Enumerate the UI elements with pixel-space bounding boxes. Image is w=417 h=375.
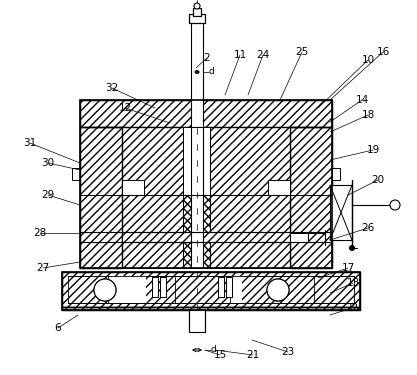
Text: 25: 25 [295,47,309,57]
Bar [68,276,108,303]
Bar [160,277,166,297]
Text: 22: 22 [345,303,359,313]
Bar [193,8,201,16]
Text: 21: 21 [246,350,260,360]
Bar [226,277,232,297]
Bar [314,276,354,303]
Bar [122,232,290,242]
Bar [218,277,224,297]
Bar [175,276,230,303]
Bar [122,232,290,242]
Bar [191,20,203,127]
Bar [62,307,360,310]
Bar [62,307,360,310]
Text: 16: 16 [377,47,389,57]
Text: 23: 23 [281,347,295,357]
Bar [98,276,146,303]
Bar [290,127,332,268]
Text: 11: 11 [234,50,246,60]
Bar [189,310,205,332]
Bar [210,195,290,268]
Circle shape [194,3,200,9]
Bar [68,276,98,303]
Bar [183,195,210,268]
Bar [152,277,158,297]
Bar [72,168,80,180]
Text: 30: 30 [41,158,55,168]
Text: 29: 29 [41,190,55,200]
Bar [62,272,360,307]
Bar [80,100,332,127]
Bar [80,127,122,268]
Text: 32: 32 [106,83,118,93]
Bar [290,127,332,268]
Text: 20: 20 [372,175,384,185]
Circle shape [267,279,289,301]
Bar [226,277,232,297]
Circle shape [349,246,354,250]
Text: 14: 14 [355,95,369,105]
Bar [218,277,224,297]
Bar [290,233,308,242]
Bar [122,180,144,195]
Text: 27: 27 [36,263,50,273]
Bar [324,276,354,303]
Bar [189,14,205,23]
Bar [290,233,308,242]
Bar [68,276,354,303]
Bar [183,195,210,268]
Bar [183,127,210,195]
Circle shape [390,200,400,210]
Circle shape [267,279,289,301]
Text: 13: 13 [347,278,359,288]
Text: 10: 10 [362,55,374,65]
Bar [122,195,183,268]
Bar [194,276,242,303]
Text: d: d [210,345,216,354]
Text: 2: 2 [203,53,210,63]
Bar [80,100,332,127]
Text: 26: 26 [362,223,374,233]
Text: 17: 17 [342,263,354,273]
Text: 6: 6 [55,323,61,333]
Text: d: d [208,68,214,76]
Bar [122,127,183,195]
Bar [183,195,210,268]
Bar [152,277,158,297]
Bar [210,195,290,268]
Bar [268,180,290,195]
Text: 18: 18 [362,110,374,120]
Bar [122,127,183,195]
Bar [62,272,360,307]
Bar [122,195,183,268]
Text: 31: 31 [23,138,37,148]
Text: 19: 19 [367,145,379,155]
Bar [330,185,352,240]
Circle shape [94,279,116,301]
Text: 28: 28 [33,228,47,238]
Text: 24: 24 [256,50,270,60]
Circle shape [94,279,116,301]
Bar [62,272,360,310]
Bar [80,127,122,268]
Bar [332,168,340,180]
Bar [80,100,332,268]
Text: 15: 15 [214,350,226,360]
Bar [160,277,166,297]
Bar [210,127,290,195]
Bar [191,127,203,268]
Bar [210,127,290,195]
Text: 12: 12 [118,103,132,113]
